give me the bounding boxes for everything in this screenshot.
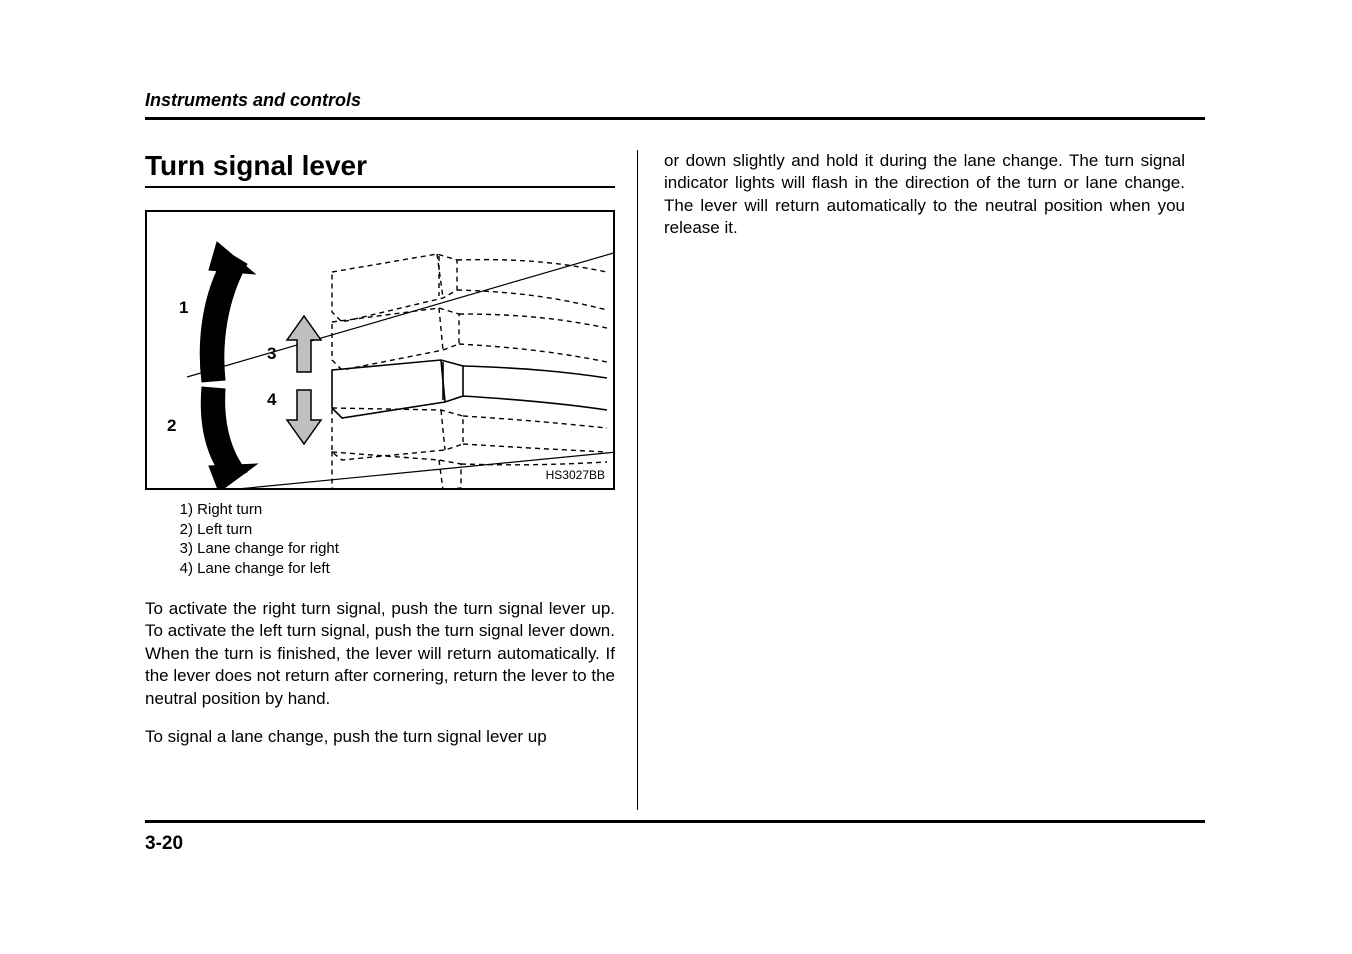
- figure-illustration: [147, 212, 615, 490]
- body-paragraph-3: or down slightly and hold it during the …: [664, 150, 1185, 240]
- figure-callout-4: 4: [267, 390, 276, 410]
- body-paragraph-2: To signal a lane change, push the turn s…: [145, 726, 615, 748]
- legend-text-4: Lane change for left: [197, 560, 330, 577]
- legend-item-3: 3) Lane change for right: [173, 539, 615, 559]
- body-paragraph-1: To activate the right turn signal, push …: [145, 598, 615, 710]
- legend-text-2: Left turn: [197, 521, 252, 538]
- right-column: or down slightly and hold it during the …: [637, 150, 1185, 810]
- footer-rule: [145, 820, 1205, 823]
- figure-legend: 1) Right turn 2) Left turn 3) Lane chang…: [173, 500, 615, 578]
- page-footer: 3-20: [145, 820, 1205, 855]
- two-column-layout: Turn signal lever: [145, 150, 1205, 810]
- figure-callout-3: 3: [267, 344, 276, 364]
- page-number: 3-20: [145, 833, 1205, 855]
- legend-num-1: 1): [173, 500, 193, 520]
- figure-turn-signal-lever: 1 2 3 4 HS3027BB: [145, 210, 615, 490]
- legend-text-1: Right turn: [197, 501, 262, 518]
- legend-num-4: 4): [173, 559, 193, 579]
- left-column: Turn signal lever: [145, 150, 637, 810]
- legend-item-1: 1) Right turn: [173, 500, 615, 520]
- section-breadcrumb: Instruments and controls: [145, 90, 1205, 117]
- figure-callout-1: 1: [179, 298, 188, 318]
- legend-text-3: Lane change for right: [197, 540, 339, 557]
- legend-num-2: 2): [173, 520, 193, 540]
- figure-callout-2: 2: [167, 416, 176, 436]
- figure-code-label: HS3027BB: [546, 468, 605, 482]
- legend-num-3: 3): [173, 539, 193, 559]
- legend-item-2: 2) Left turn: [173, 520, 615, 540]
- section-title: Turn signal lever: [145, 150, 615, 188]
- header-rule: [145, 117, 1205, 120]
- page-content: Instruments and controls Turn signal lev…: [145, 90, 1205, 850]
- legend-item-4: 4) Lane change for left: [173, 559, 615, 579]
